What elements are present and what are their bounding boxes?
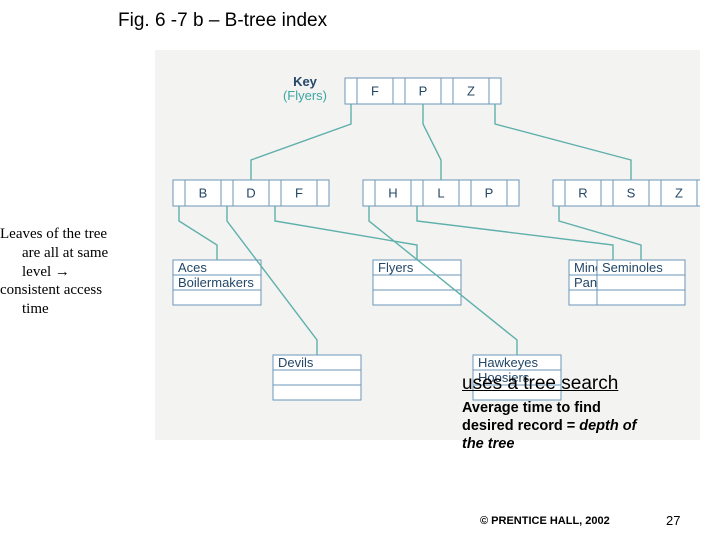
svg-text:S: S bbox=[627, 185, 636, 200]
svg-text:B: B bbox=[199, 185, 208, 200]
svg-text:Z: Z bbox=[675, 185, 683, 200]
figure-title: Fig. 6 -7 b – B-tree index bbox=[118, 10, 327, 32]
left-annot-line: time bbox=[0, 300, 108, 319]
svg-text:F: F bbox=[295, 185, 303, 200]
left-annot-line: are all at same bbox=[0, 244, 108, 263]
page-number: 27 bbox=[666, 513, 680, 528]
svg-text:P: P bbox=[485, 185, 494, 200]
left-annot-line: Leaves of the tree bbox=[0, 225, 108, 244]
svg-text:F: F bbox=[371, 83, 379, 98]
svg-text:Aces: Aces bbox=[178, 260, 207, 275]
svg-text:P: P bbox=[419, 83, 428, 98]
svg-text:R: R bbox=[578, 185, 587, 200]
svg-text:(Flyers): (Flyers) bbox=[283, 88, 327, 103]
left-annotation: Leaves of the tree are all at same level… bbox=[0, 225, 108, 319]
copyright-footer: © PRENTICE HALL, 2002 bbox=[480, 515, 610, 527]
svg-text:Flyers: Flyers bbox=[378, 260, 414, 275]
svg-text:Boilermakers: Boilermakers bbox=[178, 275, 254, 290]
right-annotation: uses a tree search Average time to find … bbox=[462, 373, 692, 453]
svg-text:H: H bbox=[388, 185, 397, 200]
right-sub-line: desired record = depth of bbox=[462, 417, 692, 435]
svg-text:Devils: Devils bbox=[278, 355, 314, 370]
svg-text:Key: Key bbox=[293, 74, 318, 89]
left-annot-line: consistent access bbox=[0, 281, 108, 300]
right-heading: uses a tree search bbox=[462, 373, 692, 395]
svg-text:Z: Z bbox=[467, 83, 475, 98]
svg-text:D: D bbox=[246, 185, 255, 200]
svg-text:Hawkeyes: Hawkeyes bbox=[478, 355, 538, 370]
svg-text:Seminoles: Seminoles bbox=[602, 260, 663, 275]
svg-text:L: L bbox=[437, 185, 444, 200]
right-sub-line: the tree bbox=[462, 435, 692, 453]
right-sub-line: Average time to find bbox=[462, 399, 692, 417]
left-annot-line: level → bbox=[0, 263, 108, 282]
